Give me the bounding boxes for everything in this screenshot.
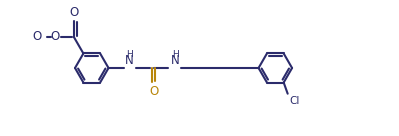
Text: N: N <box>125 54 134 67</box>
Text: Cl: Cl <box>289 96 300 106</box>
Text: H: H <box>126 50 132 59</box>
Text: H: H <box>172 50 179 59</box>
Text: O: O <box>33 30 42 43</box>
Text: O: O <box>69 6 79 19</box>
Text: N: N <box>171 54 180 67</box>
Text: O: O <box>50 30 59 43</box>
Text: O: O <box>149 85 158 98</box>
